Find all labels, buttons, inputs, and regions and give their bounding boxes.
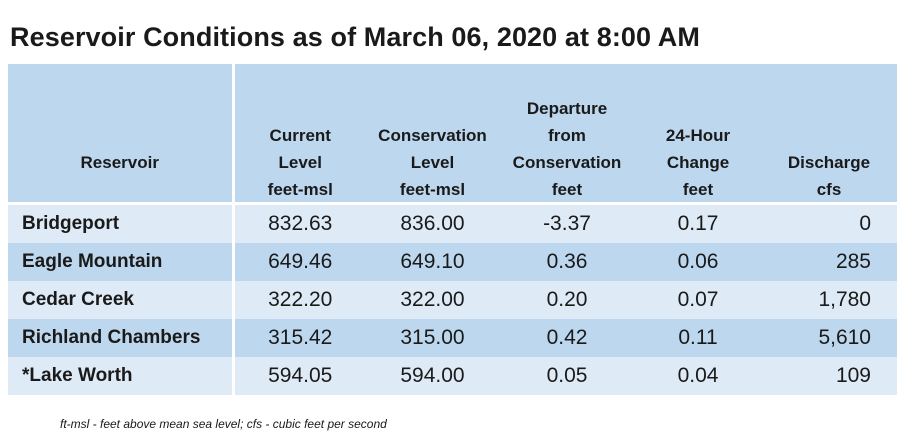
conservation-level-cell: 649.10 — [366, 243, 499, 281]
column-header-current-level: Current Level — [233, 64, 366, 176]
departure-cell: 0.36 — [499, 243, 635, 281]
reservoir-name-cell: Eagle Mountain — [8, 243, 235, 281]
current-level-cell: 832.63 — [233, 203, 366, 243]
conservation-level-cell: 836.00 — [366, 203, 499, 243]
column-header-discharge: Discharge — [761, 64, 897, 176]
discharge-cell: 0 — [761, 203, 897, 243]
column-header-departure: Departure from Conservation — [499, 64, 635, 176]
change-cell: 0.06 — [635, 243, 761, 281]
change-cell: 0.17 — [635, 203, 761, 243]
column-header-label-line: Change — [666, 153, 730, 172]
column-header-reservoir: Reservoir — [8, 64, 235, 176]
column-header-label-line: Conservation — [378, 126, 487, 145]
unit-current-level: feet-msl — [233, 176, 366, 205]
conservation-level-cell: 315.00 — [366, 319, 499, 357]
reservoir-name-cell: *Lake Worth — [8, 357, 235, 395]
column-header-conservation-level: Conservation Level — [366, 64, 499, 176]
current-level-cell: 322.20 — [233, 281, 366, 319]
unit-reservoir — [8, 176, 235, 205]
conservation-level-cell: 322.00 — [366, 281, 499, 319]
current-level-cell: 315.42 — [233, 319, 366, 357]
discharge-cell: 5,610 — [761, 319, 897, 357]
table-row: Cedar Creek 322.20 322.00 0.20 0.07 1,78… — [8, 281, 897, 319]
column-header-label-line: Discharge — [787, 153, 871, 172]
header-units-row: feet-msl feet-msl feet feet cfs — [8, 176, 897, 205]
departure-cell: 0.05 — [499, 357, 635, 395]
table-row: *Lake Worth 594.05 594.00 0.05 0.04 109 — [8, 357, 897, 395]
reservoir-table: Reservoir Current Level Conservation Lev… — [8, 64, 897, 395]
header-labels-row: Reservoir Current Level Conservation Lev… — [8, 64, 897, 176]
column-header-label-line: Conservation — [512, 153, 622, 172]
table-row: Richland Chambers 315.42 315.00 0.42 0.1… — [8, 319, 897, 357]
footnote: ft-msl - feet above mean sea level; cfs … — [60, 417, 387, 431]
reservoir-name-cell: Bridgeport — [8, 203, 235, 243]
column-header-label-line: Departure — [526, 99, 608, 118]
reservoir-name-cell: Cedar Creek — [8, 281, 235, 319]
page-title: Reservoir Conditions as of March 06, 202… — [10, 22, 700, 52]
column-header-24-hour-change: 24-Hour Change — [635, 64, 761, 176]
table-row: Bridgeport 832.63 836.00 -3.37 0.17 0 — [8, 203, 897, 243]
unit-discharge: cfs — [761, 176, 897, 205]
discharge-cell: 1,780 — [761, 281, 897, 319]
column-header-label-line: from — [548, 126, 586, 145]
table-row: Eagle Mountain 649.46 649.10 0.36 0.06 2… — [8, 243, 897, 281]
unit-departure: feet — [499, 176, 635, 205]
change-cell: 0.11 — [635, 319, 761, 357]
change-cell: 0.07 — [635, 281, 761, 319]
current-level-cell: 649.46 — [233, 243, 366, 281]
conservation-level-cell: 594.00 — [366, 357, 499, 395]
unit-conservation-level: feet-msl — [366, 176, 499, 205]
discharge-cell: 285 — [761, 243, 897, 281]
column-header-label-line: Reservoir — [80, 153, 159, 172]
column-header-label-line: Level — [410, 153, 455, 172]
departure-cell: -3.37 — [499, 203, 635, 243]
column-header-label-line: Current — [269, 126, 331, 145]
current-level-cell: 594.05 — [233, 357, 366, 395]
unit-24-hour-change: feet — [635, 176, 761, 205]
column-header-label-line: Level — [278, 153, 322, 172]
departure-cell: 0.42 — [499, 319, 635, 357]
discharge-cell: 109 — [761, 357, 897, 395]
departure-cell: 0.20 — [499, 281, 635, 319]
change-cell: 0.04 — [635, 357, 761, 395]
column-header-label-line: 24-Hour — [665, 126, 731, 145]
reservoir-name-cell: Richland Chambers — [8, 319, 235, 357]
